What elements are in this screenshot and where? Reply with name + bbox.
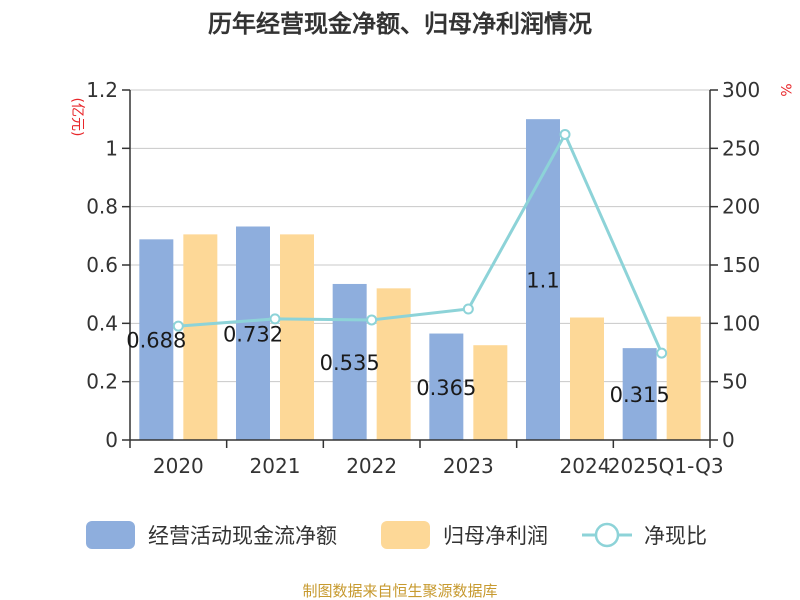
legend-label: 归母净利润: [443, 524, 548, 548]
x-tick-label: 2020: [153, 454, 204, 478]
x-tick-label: 2024: [560, 454, 611, 478]
legend-label: 经营活动现金流净额: [148, 524, 337, 548]
right-tick-label: 50: [722, 370, 747, 394]
left-tick-label: 0.4: [86, 311, 118, 335]
data-labels: 0.688 0.732 0.535 0.365 1.1 0.315: [126, 269, 669, 407]
bar: [376, 288, 411, 440]
ratio-point: [366, 314, 378, 326]
ratio-point: [172, 320, 184, 332]
right-tick-label: 250: [722, 136, 760, 160]
bar: [332, 283, 367, 440]
bar: [280, 234, 314, 440]
ratio-point: [559, 128, 571, 140]
bar: [429, 333, 464, 440]
bar: [473, 345, 508, 440]
left-tick-label: 1.2: [86, 78, 118, 102]
bar: [622, 348, 657, 440]
right-tick-label: 0: [722, 428, 735, 452]
bars: [139, 119, 701, 441]
right-tick-label: 100: [722, 311, 760, 335]
chart-title: 历年经营现金净额、归母净利润情况: [208, 10, 592, 38]
legend: 经营活动现金流净额 归母净利润 净现比: [86, 521, 707, 549]
bar-value-label: 0.688: [126, 329, 186, 353]
ratio-point: [656, 347, 668, 359]
right-axis-unit: %: [777, 83, 793, 96]
bar: [236, 226, 270, 440]
x-tick-label: 2025Q1-Q3: [608, 454, 724, 478]
legend-swatch: [86, 521, 135, 549]
legend-label: 净现比: [644, 524, 707, 548]
left-tick-label: 1: [105, 136, 118, 160]
ratio-line-path: [178, 131, 664, 354]
x-tick-label: 2021: [250, 454, 301, 478]
x-tick-label: 2022: [346, 454, 397, 478]
bar-value-label: 0.365: [416, 376, 476, 400]
left-tick-label: 0.8: [86, 195, 118, 219]
right-tick-label: 300: [722, 78, 760, 102]
bar-value-label: 0.315: [610, 383, 670, 407]
right-tick-label: 150: [722, 253, 760, 277]
x-tick-label: 2023: [443, 454, 494, 478]
ratio-point: [269, 313, 281, 325]
legend-marker: [594, 522, 620, 548]
bar: [139, 239, 174, 440]
bar-value-label: 0.732: [223, 322, 283, 346]
left-tick-label: 0: [105, 428, 118, 452]
source-note: 制图数据来自恒生聚源数据库: [302, 582, 497, 600]
ratio-point: [462, 303, 474, 315]
bar-value-label: 0.535: [320, 351, 380, 375]
left-tick-label: 0.6: [86, 253, 118, 277]
bar-value-label: 1.1: [526, 269, 559, 293]
right-tick-label: 200: [722, 195, 760, 219]
axes: 0 0.2 0.4 0.6 0.8 1 1.2 0 50 100 150 200 250 300 2020 2…: [86, 78, 760, 478]
bar: [666, 316, 701, 440]
legend-swatch: [381, 521, 430, 549]
bar: [183, 234, 218, 440]
left-axis-unit: (亿元): [69, 98, 85, 137]
bar: [570, 317, 604, 440]
ratio-line: [172, 128, 668, 359]
left-tick-label: 0.2: [86, 370, 118, 394]
